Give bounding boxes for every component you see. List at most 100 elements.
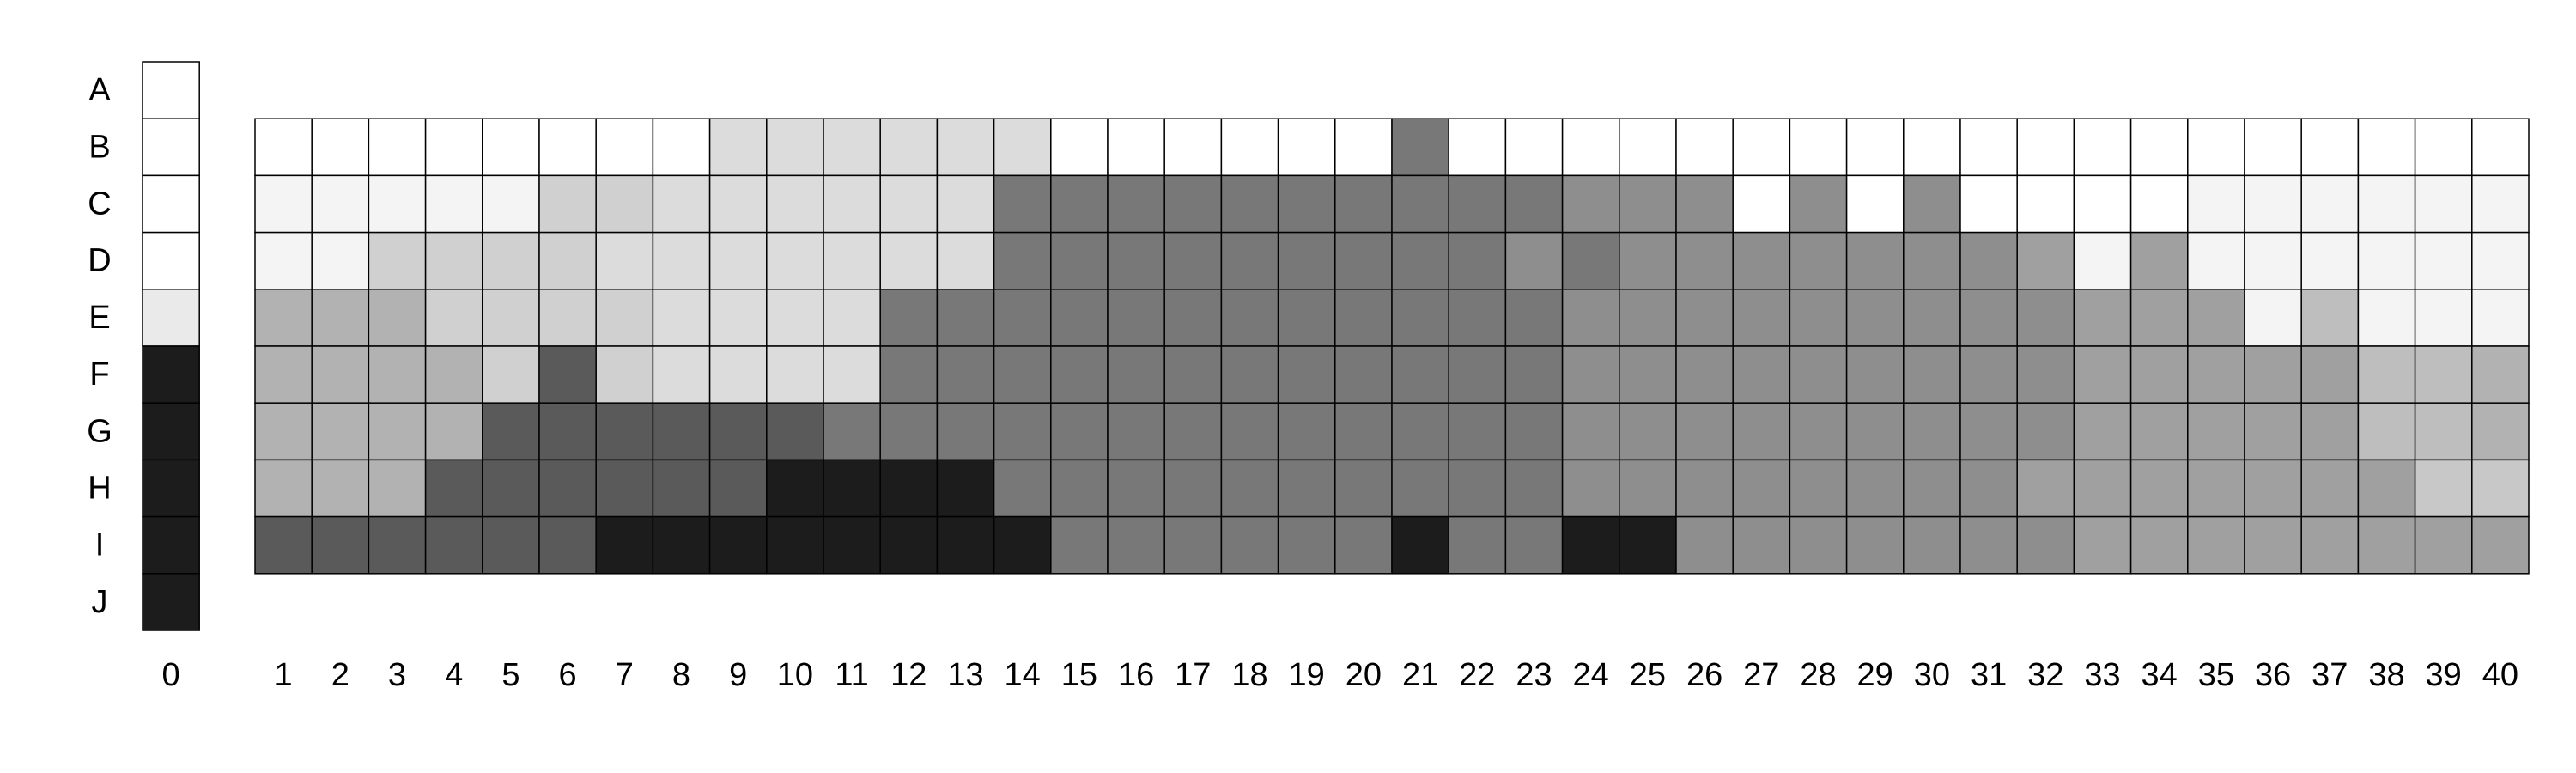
cell-h-11 — [823, 459, 881, 518]
row-label-b: B — [88, 129, 110, 165]
column-label-21: 21 — [1402, 657, 1438, 693]
cell-i-17 — [1163, 515, 1223, 575]
cell-d-8 — [652, 231, 711, 290]
column-label-23: 23 — [1516, 657, 1552, 693]
column-label-8: 8 — [672, 657, 690, 693]
cell-c-13 — [936, 174, 995, 234]
cell-i-1 — [254, 515, 313, 575]
cell-b-0 — [142, 118, 200, 177]
cell-c-0 — [142, 174, 200, 234]
cell-d-16 — [1107, 231, 1165, 290]
cell-b-18 — [1220, 118, 1279, 177]
cell-f-23 — [1504, 345, 1564, 404]
column-label-4: 4 — [445, 657, 463, 693]
cell-c-12 — [879, 174, 939, 234]
cell-f-33 — [2073, 345, 2132, 404]
cell-d-18 — [1220, 231, 1279, 290]
cell-h-13 — [936, 459, 995, 518]
cell-c-1 — [254, 174, 313, 234]
cell-d-14 — [993, 231, 1052, 290]
cell-i-13 — [936, 515, 995, 575]
cell-b-8 — [652, 118, 711, 177]
cell-g-28 — [1789, 402, 1848, 461]
cell-h-27 — [1732, 459, 1791, 518]
cell-f-5 — [482, 345, 540, 404]
cell-i-25 — [1619, 515, 1677, 575]
cell-g-36 — [2244, 402, 2302, 461]
cell-f-36 — [2244, 345, 2302, 404]
cell-g-22 — [1448, 402, 1507, 461]
column-label-26: 26 — [1686, 657, 1722, 693]
cell-e-9 — [708, 289, 768, 347]
column-label-32: 32 — [2027, 657, 2063, 693]
cell-e-23 — [1504, 289, 1564, 347]
column-label-30: 30 — [1914, 657, 1950, 693]
cell-i-20 — [1334, 515, 1393, 575]
cell-f-7 — [595, 345, 654, 404]
cell-c-36 — [2244, 174, 2302, 234]
row-label-i: I — [95, 527, 105, 563]
cell-e-13 — [936, 289, 995, 347]
row-label-g: G — [87, 413, 112, 449]
cell-b-36 — [2244, 118, 2302, 177]
cell-b-13 — [936, 118, 995, 177]
cell-b-14 — [993, 118, 1052, 177]
cell-f-9 — [708, 345, 768, 404]
cell-f-21 — [1391, 345, 1449, 404]
cell-g-27 — [1732, 402, 1791, 461]
cell-b-6 — [538, 118, 597, 177]
cell-c-9 — [708, 174, 768, 234]
cell-g-4 — [424, 402, 483, 461]
cell-i-27 — [1732, 515, 1791, 575]
cell-b-31 — [1959, 118, 2018, 177]
cell-h-23 — [1504, 459, 1564, 518]
cell-i-12 — [879, 515, 939, 575]
column-label-15: 15 — [1061, 657, 1097, 693]
cell-b-22 — [1448, 118, 1507, 177]
cell-c-6 — [538, 174, 597, 234]
cell-i-23 — [1504, 515, 1564, 575]
cell-e-33 — [2073, 289, 2132, 347]
cell-g-17 — [1163, 402, 1223, 461]
cell-c-23 — [1504, 174, 1564, 234]
cell-c-18 — [1220, 174, 1279, 234]
cell-g-35 — [2187, 402, 2245, 461]
cell-c-24 — [1561, 174, 1620, 234]
cell-e-16 — [1107, 289, 1165, 347]
column-label-9: 9 — [729, 657, 747, 693]
cell-g-23 — [1504, 402, 1564, 461]
cell-i-6 — [538, 515, 597, 575]
cell-g-31 — [1959, 402, 2018, 461]
cell-g-20 — [1334, 402, 1393, 461]
cell-c-29 — [1845, 174, 1905, 234]
cell-i-7 — [595, 515, 654, 575]
cell-d-20 — [1334, 231, 1393, 290]
cell-b-30 — [1903, 118, 1961, 177]
cell-i-8 — [652, 515, 711, 575]
cell-d-32 — [2016, 231, 2075, 290]
cell-h-10 — [766, 459, 824, 518]
column-label-28: 28 — [1800, 657, 1836, 693]
cell-c-17 — [1163, 174, 1223, 234]
cell-d-15 — [1050, 231, 1109, 290]
cell-g-16 — [1107, 402, 1165, 461]
cell-b-26 — [1675, 118, 1734, 177]
cell-c-8 — [652, 174, 711, 234]
cell-d-4 — [424, 231, 483, 290]
cell-c-15 — [1050, 174, 1109, 234]
cell-d-9 — [708, 231, 768, 290]
column-label-40: 40 — [2482, 657, 2518, 693]
cell-e-1 — [254, 289, 313, 347]
cell-h-36 — [2244, 459, 2302, 518]
cell-e-10 — [766, 289, 824, 347]
cell-i-18 — [1220, 515, 1279, 575]
column-label-24: 24 — [1573, 657, 1609, 693]
cell-f-27 — [1732, 345, 1791, 404]
cell-e-38 — [2357, 289, 2416, 347]
cell-d-34 — [2129, 231, 2189, 290]
cell-h-24 — [1561, 459, 1620, 518]
row-label-d: D — [88, 243, 111, 279]
cell-c-4 — [424, 174, 483, 234]
column-labels: 0 1 2 3 4 5 6 7 8 9 10 11 12 13 14 15 16 17 18 19 20 21 22 23 24… — [162, 657, 2519, 693]
cell-g-3 — [368, 402, 427, 461]
